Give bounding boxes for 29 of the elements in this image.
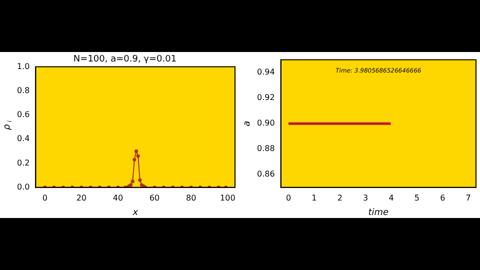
x-tick-label: 80 [186, 193, 196, 202]
x-tick-label: 5 [414, 193, 420, 202]
x-tick-label: 3 [363, 193, 368, 202]
y-tick-label: 0.6 [16, 110, 30, 120]
x-tick-label: 0 [42, 193, 48, 202]
y-tick-label: 0.94 [257, 68, 275, 77]
x-tick-label: 4 [388, 193, 394, 202]
x-tick-label: 60 [149, 193, 160, 202]
x-tick-label: 20 [76, 193, 87, 202]
x-tick-label: 6 [440, 193, 446, 202]
y-tick-label: 0.2 [16, 158, 30, 168]
y-tick-label: 0.0 [16, 182, 30, 192]
y-tick-label: 0.8 [16, 86, 30, 95]
y-tick-label: 0.4 [16, 134, 30, 144]
y-tick-label: 0.86 [257, 170, 275, 179]
x-axis-title: time [368, 208, 390, 218]
x-tick-label: 7 [466, 193, 471, 202]
y-tick-label: 0.92 [257, 93, 275, 102]
x-tick-label: 2 [337, 193, 342, 202]
x-tick-label: 40 [112, 193, 124, 202]
x-tick-label: 1 [312, 193, 317, 202]
y-axis-title: a [242, 120, 252, 126]
x-axis-title: x [132, 208, 139, 218]
y-tick-label: 1.0 [16, 62, 30, 71]
chart-title: N=100, a=0.9, γ=0.01 [73, 54, 177, 65]
x-tick-label: 0 [286, 193, 292, 202]
y-tick-label: 0.88 [257, 144, 275, 154]
y-tick-label: 0.90 [257, 118, 275, 128]
x-tick-label: 100 [220, 193, 236, 202]
